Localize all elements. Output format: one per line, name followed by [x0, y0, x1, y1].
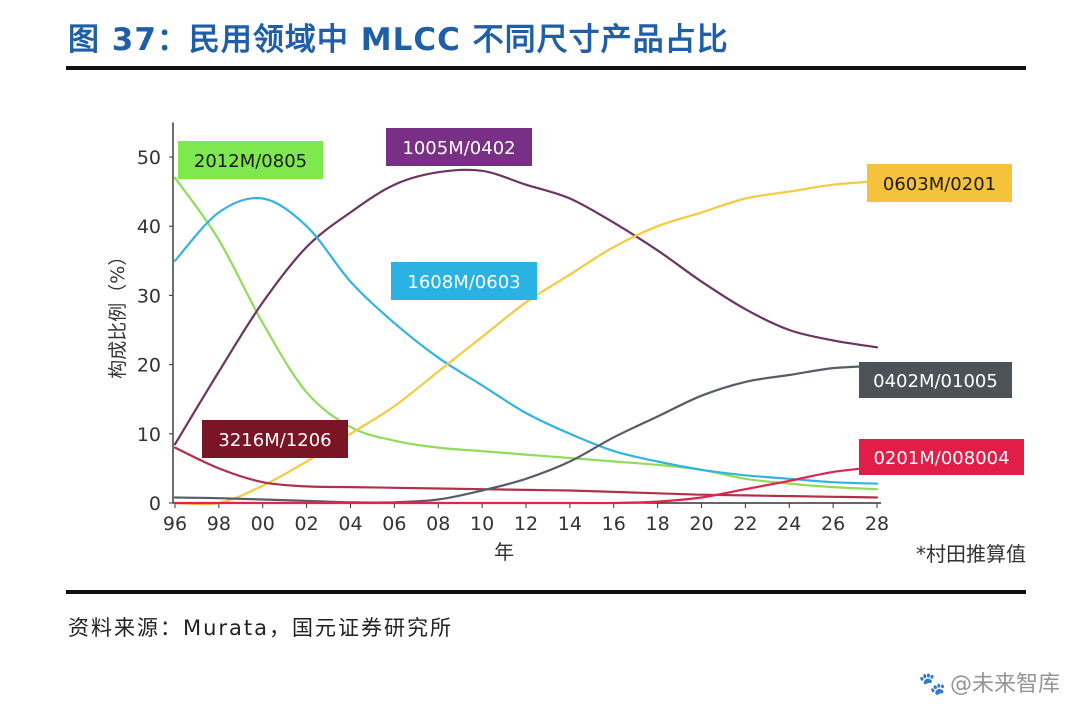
y-tick-label: 0: [149, 493, 161, 515]
series-label-0: 2012M/0805: [194, 151, 307, 172]
y-tick-label: 40: [137, 216, 161, 238]
top-rule: [66, 66, 1026, 70]
series-label-box-0: [178, 141, 323, 179]
y-tick-label: 30: [137, 285, 161, 307]
y-tick-label: 10: [137, 424, 161, 446]
y-tick-label: 50: [137, 147, 161, 169]
x-tick-label: 96: [163, 513, 187, 535]
x-tick-label: 04: [338, 513, 362, 535]
series-line-1: [173, 168, 879, 446]
series-line-4: [173, 446, 879, 499]
series-line-0: [173, 176, 879, 491]
chart-axes: 0 10 20 30 40 50 96 98 00 02 04 06 08 10 12 14 16 18 20 22 2…: [107, 122, 1026, 566]
x-tick-label: 28: [865, 513, 889, 535]
series-label-box-1: [386, 128, 532, 166]
x-tick-label: 06: [382, 513, 406, 535]
series-label-2: 1608M/0603: [407, 272, 520, 293]
series-line-5: [173, 364, 879, 504]
x-tick-label: 24: [777, 513, 801, 535]
y-axis-title: 构成比例（%）: [107, 247, 129, 379]
series-label-box-3: [867, 164, 1012, 202]
series-label-5: 0402M/01005: [873, 371, 998, 392]
source-note: 资料来源：Murata，国元证券研究所: [68, 616, 454, 640]
watermark: 🐾 @未来智库: [919, 666, 1060, 698]
x-tick-label: 02: [295, 513, 319, 535]
x-axis-title: 年: [494, 540, 514, 564]
series-line-2: [173, 196, 879, 485]
x-tick-label: 22: [733, 513, 757, 535]
x-tick-label: 18: [646, 513, 670, 535]
paw-icon: 🐾: [918, 672, 946, 697]
series-label-box-6: [859, 439, 1024, 475]
series-label-3: 0603M/0201: [883, 174, 996, 195]
series-label-box-2: [391, 262, 537, 300]
x-tick-label: 26: [821, 513, 845, 535]
watermark-text: @未来智库: [949, 672, 1060, 697]
series-label-4: 3216M/1206: [218, 430, 331, 451]
x-tick-label: 12: [514, 513, 538, 535]
x-tick-label: 20: [689, 513, 713, 535]
x-tick-label: 16: [602, 513, 626, 535]
footnote-estimate: *村田推算值: [916, 542, 1026, 566]
x-tick-label: 00: [251, 513, 275, 535]
series-line-3: [173, 180, 879, 506]
bottom-rule: [66, 590, 1026, 594]
series-label-box-4: [202, 420, 348, 458]
series-line-6: [173, 465, 879, 505]
x-tick-label: 98: [207, 513, 231, 535]
chart-series-labels: 2012M/0805 1005M/0402 1608M/0603 0603M/0201…: [178, 128, 1024, 475]
chart-series-group: [173, 168, 879, 506]
y-tick-label: 20: [137, 355, 161, 377]
series-label-6: 0201M/008004: [873, 448, 1009, 469]
series-label-box-5: [859, 362, 1012, 398]
x-tick-label: 14: [558, 513, 582, 535]
x-tick-label: 08: [426, 513, 450, 535]
x-tick-label: 10: [470, 513, 494, 535]
figure-title: 图 37：民用领域中 MLCC 不同尺寸产品占比: [68, 22, 729, 58]
series-label-1: 1005M/0402: [402, 138, 515, 159]
